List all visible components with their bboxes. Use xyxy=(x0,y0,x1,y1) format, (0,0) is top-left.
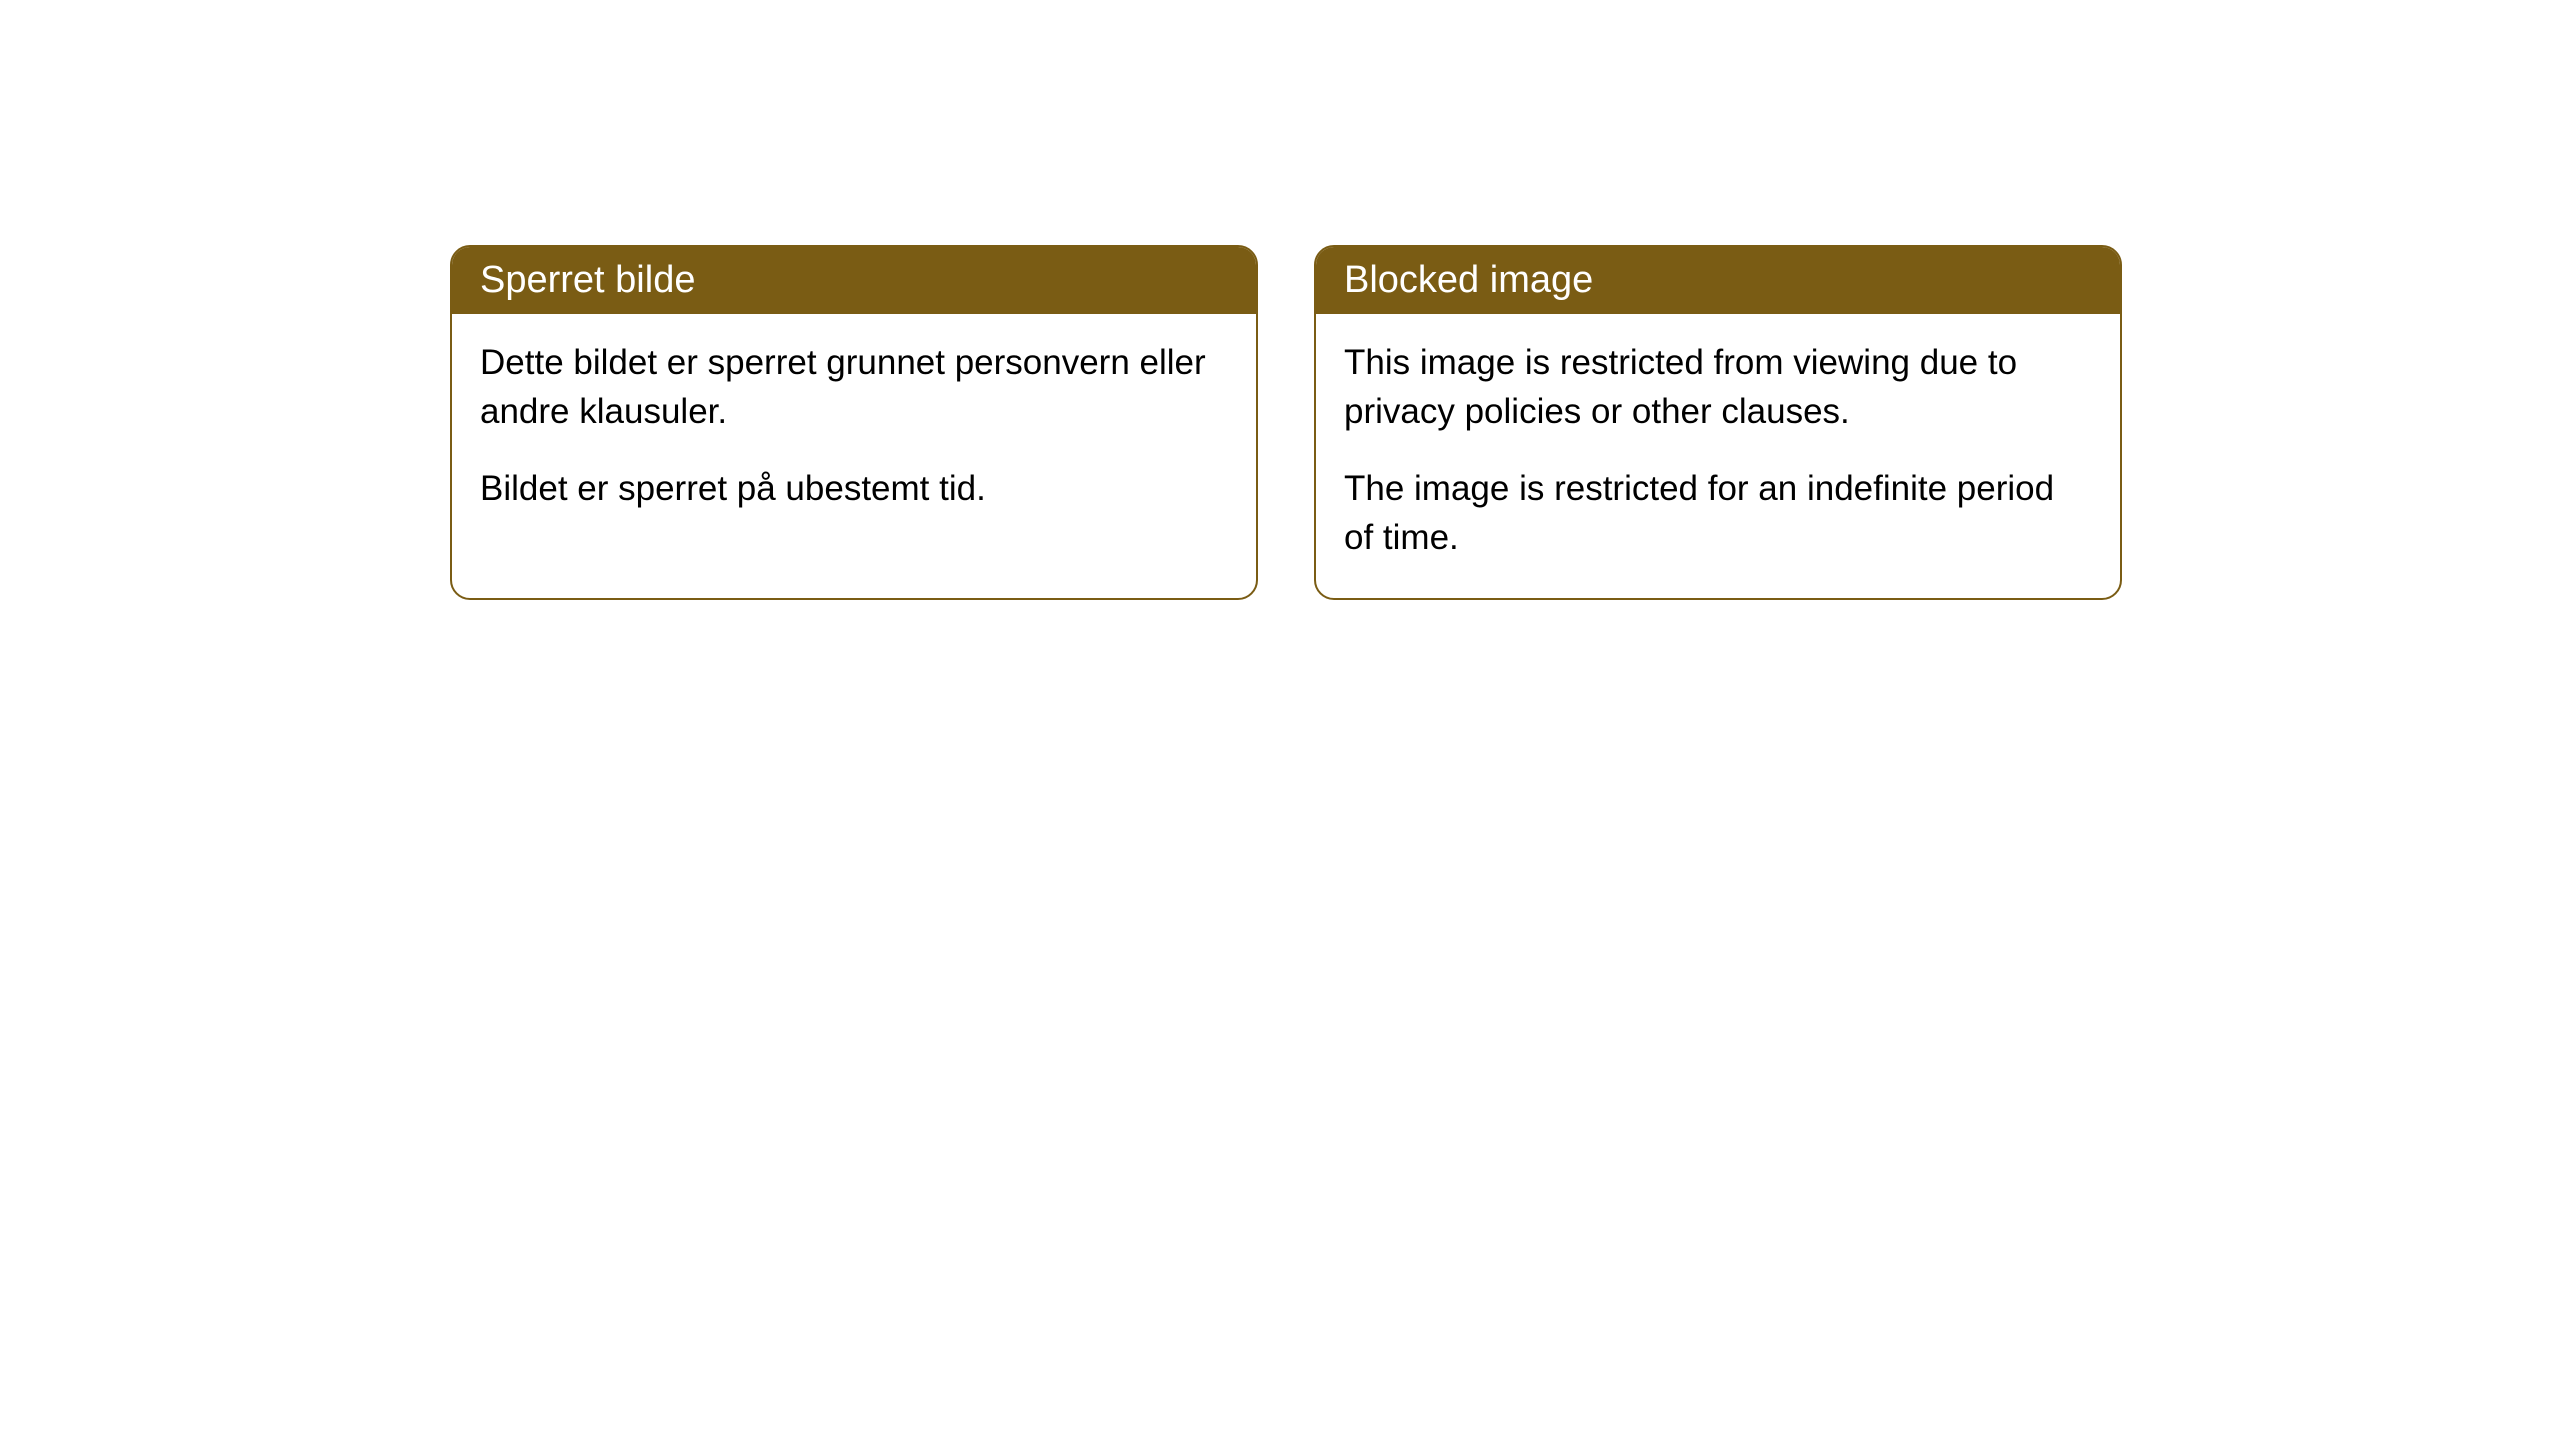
cards-container: Sperret bilde Dette bildet er sperret gr… xyxy=(0,0,2560,600)
card-paragraph: The image is restricted for an indefinit… xyxy=(1344,464,2092,562)
card-body: Dette bildet er sperret grunnet personve… xyxy=(452,314,1256,549)
card-paragraph: Bildet er sperret på ubestemt tid. xyxy=(480,464,1228,513)
card-title: Sperret bilde xyxy=(480,259,695,301)
card-paragraph: Dette bildet er sperret grunnet personve… xyxy=(480,338,1228,436)
blocked-image-card-english: Blocked image This image is restricted f… xyxy=(1314,245,2122,600)
card-header: Sperret bilde xyxy=(452,247,1256,314)
card-paragraph: This image is restricted from viewing du… xyxy=(1344,338,2092,436)
card-body: This image is restricted from viewing du… xyxy=(1316,314,2120,598)
card-title: Blocked image xyxy=(1344,259,1593,301)
card-header: Blocked image xyxy=(1316,247,2120,314)
blocked-image-card-norwegian: Sperret bilde Dette bildet er sperret gr… xyxy=(450,245,1258,600)
